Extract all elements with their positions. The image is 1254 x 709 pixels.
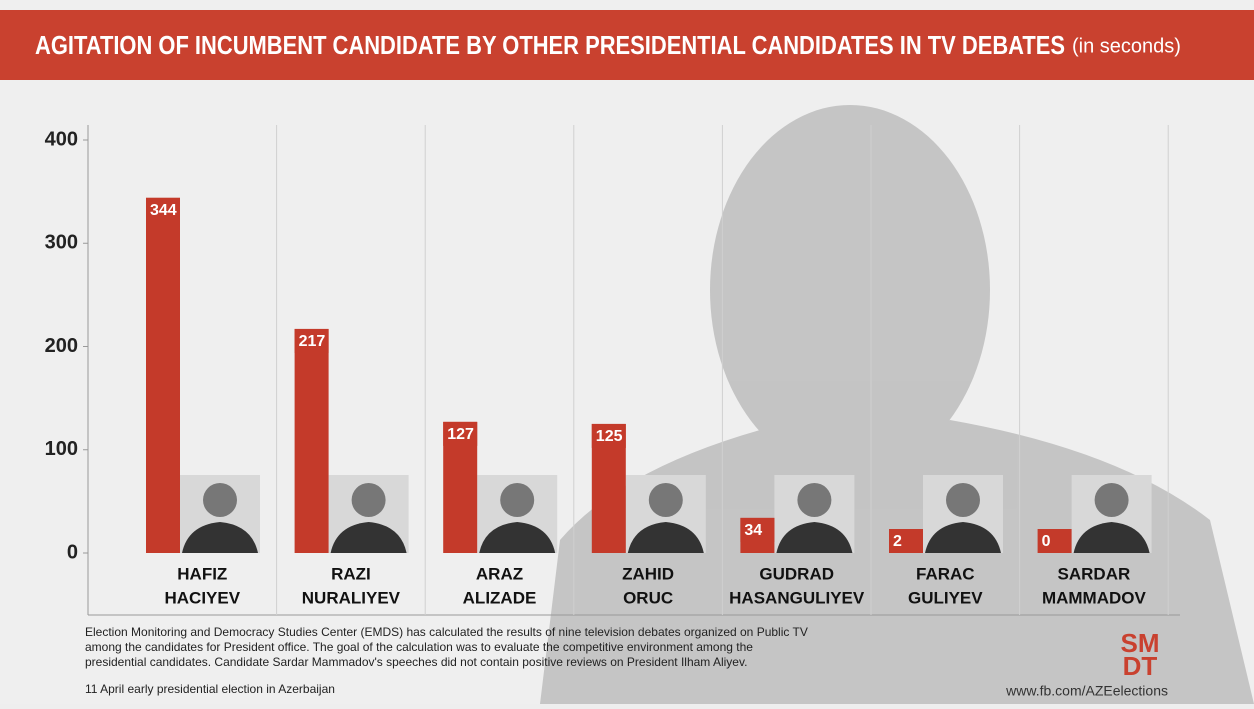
bar [294,328,329,553]
photo-body [776,522,853,553]
value-label-box [1037,529,1072,553]
x-tick-label: SARDAR [1058,564,1131,583]
logo: SM [1121,628,1160,658]
note-line: presidential candidates. Candidate Sarda… [85,655,747,669]
note-line: among the candidates for President offic… [85,640,753,654]
x-tick-label: RAZI [331,564,371,583]
photo-head [797,483,832,517]
value-label: 127 [447,426,474,443]
y-tick-label: 300 [45,232,78,254]
value-label-box [146,197,180,222]
x-tick-label: MAMMADOV [1042,588,1147,607]
photo-body [479,522,556,553]
photo-body [627,522,704,553]
value-label-box [443,421,478,446]
x-tick-label: ORUC [623,588,673,607]
value-label-box [294,328,329,353]
photo-body [1073,522,1150,553]
x-tick-label: ALIZADE [463,588,537,607]
value-label-box [889,529,923,553]
x-tick-label: GULIYEV [908,588,983,607]
x-tick-label: HASANGULIYEV [729,588,865,607]
date-note: 11 April early presidential election in … [85,682,335,696]
value-label-box [591,423,626,448]
candidate-photo [328,475,409,553]
candidate-photo [625,475,706,553]
photo-head [648,483,683,517]
photo-body [182,522,258,553]
x-tick-label: GUDRAD [759,564,834,583]
y-tick-label: 0 [67,541,78,563]
x-tick-label: HAFIZ [177,564,227,583]
x-tick-label: ARAZ [476,564,523,583]
candidate-photo [923,475,1003,553]
x-tick-label: ZAHID [622,564,674,583]
candidate-photo [477,475,558,553]
value-label-box [740,517,775,542]
url: www.fb.com/AZEelections [1005,683,1168,699]
chart-subtitle: (in seconds) [1072,35,1181,57]
photo-head [351,483,386,517]
chart-title: AGITATION OF INCUMBENT CANDIDATE BY OTHE… [35,30,1065,60]
photo-head [203,483,237,517]
value-label: 2 [893,533,902,550]
logo: DT [1123,651,1158,681]
photo-head [946,483,980,517]
x-tick-label: NURALIYEV [302,588,401,607]
value-label: 125 [596,428,623,445]
note-line: Election Monitoring and Democracy Studie… [85,625,808,639]
value-label: 217 [299,333,326,350]
photo-body [925,522,1001,553]
value-label: 344 [150,202,177,219]
title-bar [0,10,1254,80]
photo-body [330,522,407,553]
value-label: 34 [744,522,762,539]
x-tick-label: HACIYEV [165,588,241,607]
candidate-photo [1071,475,1152,553]
photo-head [500,483,535,517]
value-label: 0 [1042,533,1051,550]
x-tick-label: FARAC [916,564,975,583]
y-tick-label: 100 [45,438,78,460]
candidate-photo [774,475,855,553]
y-tick-label: 400 [45,128,78,150]
photo-head [1094,483,1129,517]
y-tick-label: 200 [45,335,78,357]
candidate-photo [180,475,260,553]
bar [146,197,180,553]
